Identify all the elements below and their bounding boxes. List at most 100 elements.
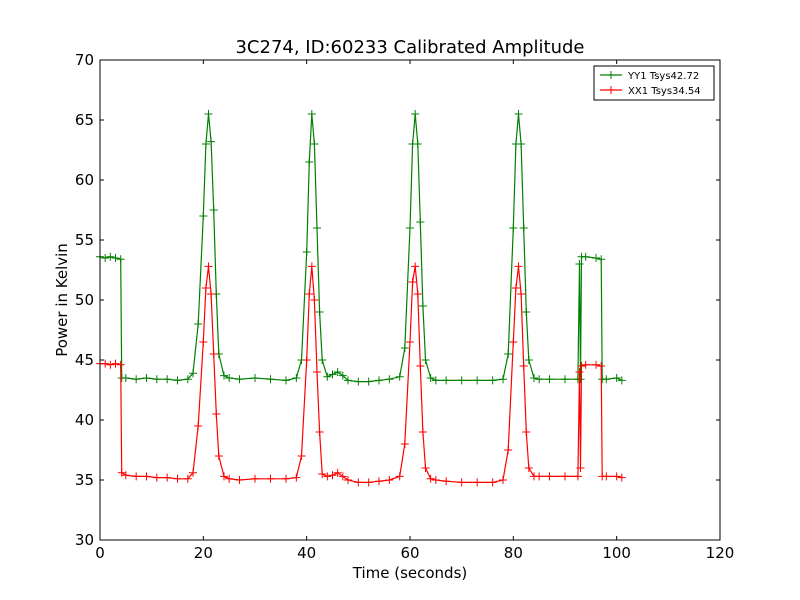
data-point (328, 471, 337, 480)
data-point (106, 252, 115, 261)
data-point (307, 262, 316, 271)
x-tick-label: 0 (95, 544, 105, 562)
data-point (163, 375, 172, 384)
data-point (142, 472, 151, 481)
data-point (292, 473, 301, 482)
data-point (282, 474, 290, 483)
data-point (416, 218, 425, 226)
data-point (509, 338, 518, 346)
data-point (499, 375, 507, 384)
data-point (338, 472, 347, 481)
data-point (406, 338, 414, 346)
data-point (504, 350, 513, 358)
data-point (344, 376, 352, 385)
data-point (519, 224, 528, 232)
legend-box (593, 65, 715, 101)
y-tick-label: 35 (75, 471, 94, 489)
data-point (207, 290, 216, 298)
data-point (522, 428, 531, 436)
data-point (111, 254, 120, 262)
data-point (400, 344, 409, 352)
data-point (305, 158, 314, 166)
x-axis-label: Time (seconds) (352, 564, 468, 582)
data-point (302, 356, 311, 364)
data-point (315, 308, 324, 316)
data-point (111, 359, 120, 368)
data-point (421, 464, 430, 472)
data-point (204, 262, 213, 271)
data-point (597, 255, 606, 264)
data-point (225, 374, 234, 382)
data-point (524, 464, 533, 472)
data-point (132, 375, 141, 384)
y-tick-label: 65 (75, 111, 94, 129)
data-point (418, 302, 427, 310)
data-point (328, 370, 337, 379)
data-point (612, 374, 621, 382)
x-tick-label: 40 (297, 544, 316, 562)
data-point (514, 110, 523, 118)
data-point (364, 478, 373, 487)
data-point (473, 376, 482, 385)
data-point (313, 224, 321, 232)
data-point (416, 362, 425, 370)
data-point (577, 362, 586, 370)
data-point (354, 478, 363, 487)
data-point (431, 476, 440, 484)
legend-entry: YY1 Tsys42.72 (627, 71, 699, 82)
data-point (251, 374, 259, 382)
data-point (413, 140, 422, 148)
data-point (225, 474, 234, 483)
x-tick-label: 80 (504, 544, 523, 562)
data-point (406, 224, 414, 232)
data-point (194, 320, 203, 328)
y-axis-label: Power in Kelvin (53, 243, 71, 357)
data-point (152, 375, 161, 384)
data-point (307, 110, 316, 118)
data-point (173, 474, 182, 483)
data-point (375, 376, 383, 385)
data-point (413, 290, 422, 298)
data-point (545, 375, 554, 384)
data-point (617, 473, 626, 482)
data-point (442, 376, 451, 385)
data-point (612, 472, 621, 481)
data-point (282, 376, 290, 385)
data-point (597, 362, 606, 370)
data-point (395, 372, 404, 381)
data-point (576, 375, 585, 384)
data-point (292, 374, 301, 382)
data-point (163, 473, 172, 482)
data-point (209, 206, 218, 214)
data-point (214, 452, 223, 460)
data-point (575, 368, 584, 376)
data-point (511, 284, 520, 292)
data-point (488, 478, 497, 487)
data-point (573, 472, 582, 481)
data-point (194, 422, 203, 430)
y-tick-label: 40 (75, 411, 94, 429)
data-point (519, 362, 528, 370)
data-point (431, 376, 440, 385)
data-point (212, 410, 221, 418)
y-tick-label: 30 (75, 531, 94, 549)
data-point (121, 471, 130, 480)
data-point (581, 360, 590, 369)
data-point (509, 224, 518, 232)
data-point (592, 254, 600, 262)
data-point (101, 254, 110, 262)
data-point (344, 476, 352, 484)
data-point (561, 472, 569, 481)
data-point (318, 356, 327, 364)
data-point (297, 452, 306, 460)
data-point (101, 359, 110, 368)
data-point (426, 374, 435, 382)
data-point (201, 284, 210, 292)
data-point (220, 371, 228, 380)
data-point (408, 278, 417, 286)
data-point (535, 375, 544, 384)
data-point (524, 356, 533, 364)
data-point (313, 368, 321, 376)
data-point (106, 360, 115, 369)
data-point (411, 262, 420, 271)
